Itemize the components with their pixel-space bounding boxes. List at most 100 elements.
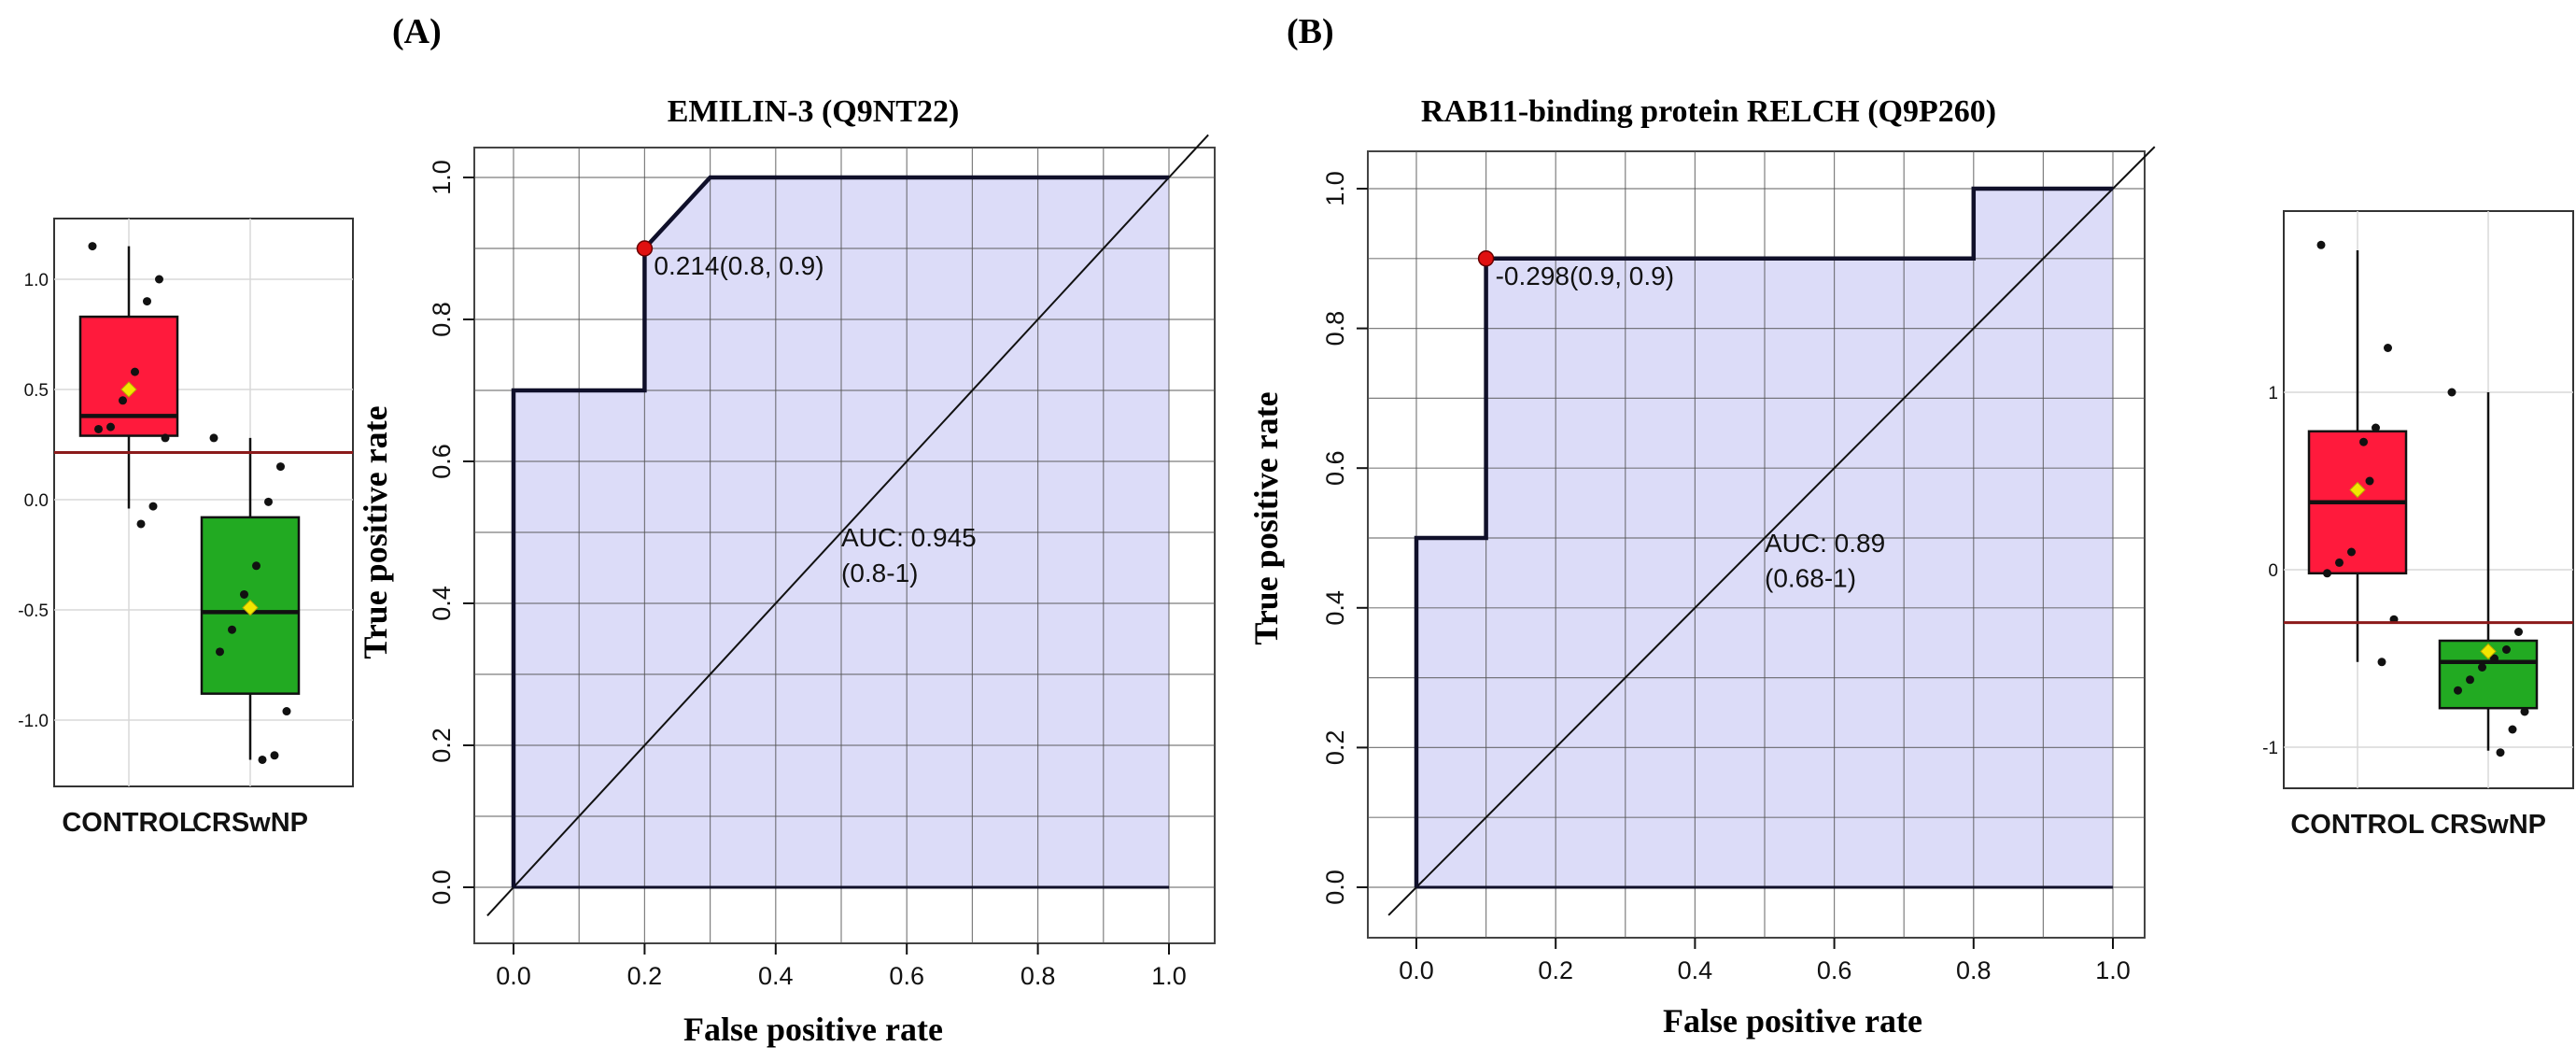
roc-x-tick-label: 0.8 [1956,956,1992,984]
box-category-label: CRSwNP [2430,810,2546,840]
box-data-point [161,433,170,443]
roc-xlabel-a: False positive rate [683,1011,943,1048]
roc-x-tick-label: 0.0 [1399,956,1434,984]
roc-optimal-point [1477,250,1495,267]
box-category-label: CONTROL [62,808,195,838]
box-data-point [2335,558,2344,567]
roc-auc-ci: (0.68-1) [1765,563,1856,592]
box-data-point [2496,748,2505,757]
box-data-point [119,396,127,405]
roc-x-tick-label: 0.6 [889,962,924,990]
roc-x-tick-label: 0.6 [1817,956,1852,984]
roc-x-tick-label: 1.0 [2095,956,2131,984]
roc-curve [511,175,1169,887]
box-data-point [94,424,103,433]
box-data-point [258,755,267,764]
box-data-point [228,625,236,634]
roc-y-tick-label: 0.8 [428,302,456,337]
box-data-point [252,561,260,571]
box-data-point [131,367,139,376]
box-data-point [2372,423,2380,432]
roc-y-tick-label: 0.4 [1321,590,1349,626]
box-data-point [2365,476,2374,486]
box-data-point [2347,547,2356,557]
roc-x-tick-label: 0.8 [1021,962,1056,990]
roc-y-tick-label: 0.0 [1321,870,1349,905]
roc-x-tick-label: 0.2 [1538,956,1573,984]
roc-ylabel-a: True positive rate [357,405,394,658]
box-y-tick-label: -1 [2262,739,2278,758]
box-mean-marker [120,381,137,398]
box-category-label: CONTROL [2290,810,2424,840]
box-y-tick-label: 0 [2268,561,2278,581]
roc-xlabel-b: False positive rate [1663,1002,1922,1040]
roc-auc-value: AUC: 0.945 [841,523,977,552]
roc-y-tick-label: 1.0 [428,160,456,195]
roc-x-tick-label: 1.0 [1151,962,1187,990]
box-frame [53,218,354,787]
box-y-tick-label: 1 [2268,384,2278,403]
roc-optimal-label: -0.298(0.9, 0.9) [1496,262,1674,290]
box-data-point [2490,654,2499,663]
box-category-label: CRSwNP [192,808,308,838]
panel-label-a: (A) [392,12,442,51]
roc-optimal-label: 0.214(0.8, 0.9) [654,251,823,280]
roc-plot-b: -0.298(0.9, 0.9) AUC: 0.89 (0.68-1) 0.0 0.2 0… [1321,146,2156,984]
box-data-point [216,647,224,657]
roc-y-tick-label: 0.6 [1321,450,1349,486]
roc-x-tick-label: 0.4 [1678,956,1713,984]
roc-x-tick-label: 0.4 [758,962,794,990]
box-mean-marker [242,599,259,616]
box-data-point [282,707,291,716]
box-y-tick-label: -1.0 [18,712,49,731]
box-data-point [2316,240,2326,249]
box-data-point [106,422,115,431]
roc-y-tick-label: 0.2 [1321,730,1349,766]
box-data-point [2478,663,2486,672]
box-data-point [240,589,248,599]
roc-y-tick-label: 0.0 [428,870,456,905]
box-data-point [270,751,279,760]
roc-y-tick-label: 0.4 [428,586,456,621]
box-data-point [2520,707,2529,716]
box-mean-marker [2480,643,2497,660]
box-data-point [2514,628,2523,636]
box-data-point [2384,344,2392,352]
box-data-point [209,433,218,443]
box-data-point [2323,569,2331,578]
box-data-point [2377,658,2386,667]
box-mean-marker [2349,481,2366,499]
roc-optimal-point [636,240,654,257]
roc-y-tick-label: 1.0 [1321,171,1349,206]
box-data-point [88,242,97,251]
box-data-point [2447,388,2456,397]
roc-ylabel-b: True positive rate [1247,391,1285,644]
roc-auc-ci: (0.8-1) [841,559,918,587]
box-y-tick-label: 1.0 [24,271,49,290]
box-data-point [2508,725,2517,734]
roc-y-tick-label: 0.6 [428,444,456,479]
box-data-point [2466,675,2474,685]
box-data-point [276,462,285,472]
box-y-tick-label: -0.5 [18,601,49,621]
roc-diagonal [486,134,1209,917]
box-data-point [2359,437,2368,446]
roc-x-tick-label: 0.0 [496,962,531,990]
roc-y-tick-label: 0.2 [428,728,456,763]
box-y-tick-label: 0.5 [24,381,49,401]
box-data-point [2454,686,2462,695]
roc-title-a: EMILIN-3 (Q9NT22) [668,94,960,129]
box-y-tick-label: 0.0 [24,491,49,511]
box-data-point [155,275,163,284]
roc-auc-value: AUC: 0.89 [1765,529,1885,558]
roc-diagonal [1387,146,2156,916]
roc-y-tick-label: 0.8 [1321,311,1349,347]
box-data-point [143,297,151,306]
roc-title-b: RAB11-binding protein RELCH (Q9P260) [1421,94,1996,129]
boxplot-b: CONTROL CRSwNP 1 0 -1 [2262,210,2574,840]
panel-label-b: (B) [1287,12,1334,51]
roc-x-tick-label: 0.2 [627,962,663,990]
box-data-point [148,502,158,511]
